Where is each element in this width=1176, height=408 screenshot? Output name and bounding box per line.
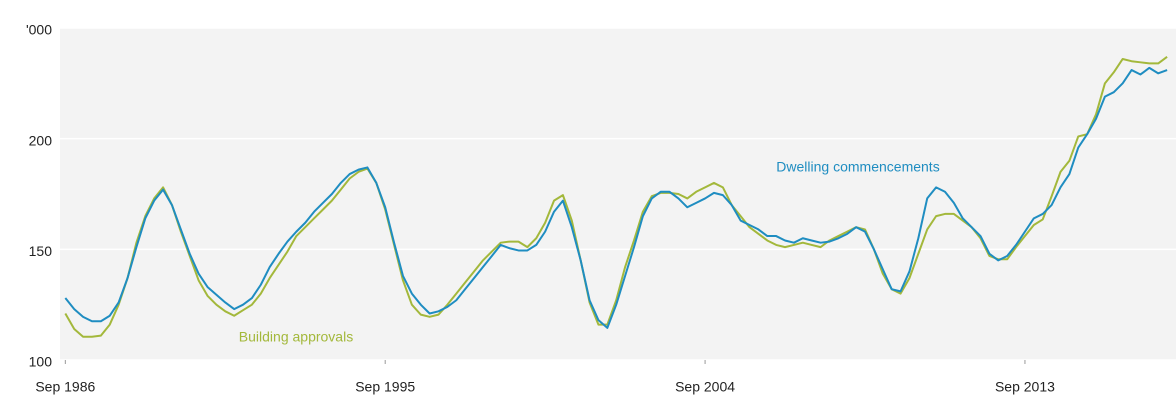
y-tick-label: '000 <box>26 22 52 38</box>
x-tick-label: Sep 2004 <box>675 379 735 395</box>
series-line <box>64 66 1168 329</box>
y-tick-label: 100 <box>29 354 53 370</box>
plot-area <box>60 28 1176 360</box>
y-tick-label: 150 <box>29 243 53 259</box>
series-label: Building approvals <box>239 329 353 345</box>
y-tick-label: 200 <box>29 132 53 148</box>
x-tick-label: Sep 1995 <box>355 379 415 395</box>
x-tick-label: Sep 2013 <box>995 379 1055 395</box>
x-tick-label: Sep 1986 <box>35 379 95 395</box>
series-label: Dwelling commencements <box>776 159 939 175</box>
